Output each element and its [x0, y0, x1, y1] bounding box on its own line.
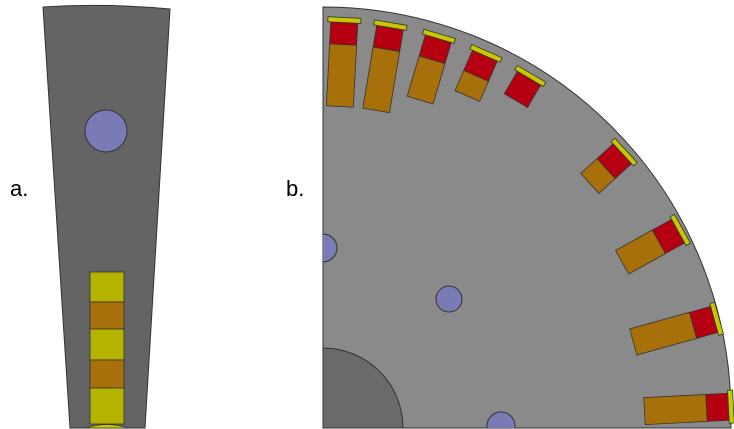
cooling-hole [486, 411, 516, 428]
winding-coil-bottom [615, 229, 666, 275]
winding-coil-bottom [406, 55, 446, 105]
slot-wedge [327, 16, 362, 24]
slot-wedge [727, 389, 734, 424]
panel-a-sector [42, 4, 171, 429]
panel-label-b: b. [286, 176, 305, 201]
winding-slot [580, 137, 638, 194]
cooling-hole [435, 285, 463, 313]
cooling-hole [323, 233, 338, 263]
slot-wedge [709, 301, 724, 336]
winding-coil-bottom [454, 69, 490, 102]
winding-segment [89, 301, 125, 330]
winding-coil-bottom [629, 311, 698, 356]
slot-wedge [469, 43, 503, 63]
winding-coil-top [329, 21, 359, 46]
winding-coil-bottom [580, 158, 616, 194]
winding-slots [325, 16, 734, 426]
winding-segment [89, 271, 125, 303]
slot-wedge [514, 64, 547, 88]
cooling-hole [84, 109, 128, 153]
shaft-quarter [323, 347, 404, 428]
sector-body [42, 4, 171, 429]
panel-b-quarter-section [322, 6, 734, 429]
slot-wedge [421, 28, 457, 44]
quarter-body [322, 6, 732, 429]
winding-slot [643, 389, 734, 426]
winding-coil-bottom [362, 46, 401, 114]
slot-wedge [610, 137, 638, 167]
winding-slot [454, 43, 503, 102]
slot-wedge [85, 424, 129, 429]
winding-coil-top [705, 392, 730, 422]
winding-slot [615, 213, 692, 275]
slot-wedge [373, 19, 408, 31]
slot-wedge [669, 213, 692, 247]
winding-stack [85, 271, 129, 429]
winding-slot [362, 19, 408, 114]
winding-coil-bottom [325, 43, 357, 108]
winding-segment [89, 328, 125, 361]
winding-slot [406, 28, 457, 105]
panel-label-a: a. [10, 176, 29, 201]
winding-segment [89, 359, 125, 389]
winding-coil-bottom [643, 394, 708, 426]
winding-slot [325, 16, 362, 108]
winding-slot [503, 64, 547, 108]
winding-slot [629, 301, 724, 356]
winding-segment [89, 387, 125, 425]
